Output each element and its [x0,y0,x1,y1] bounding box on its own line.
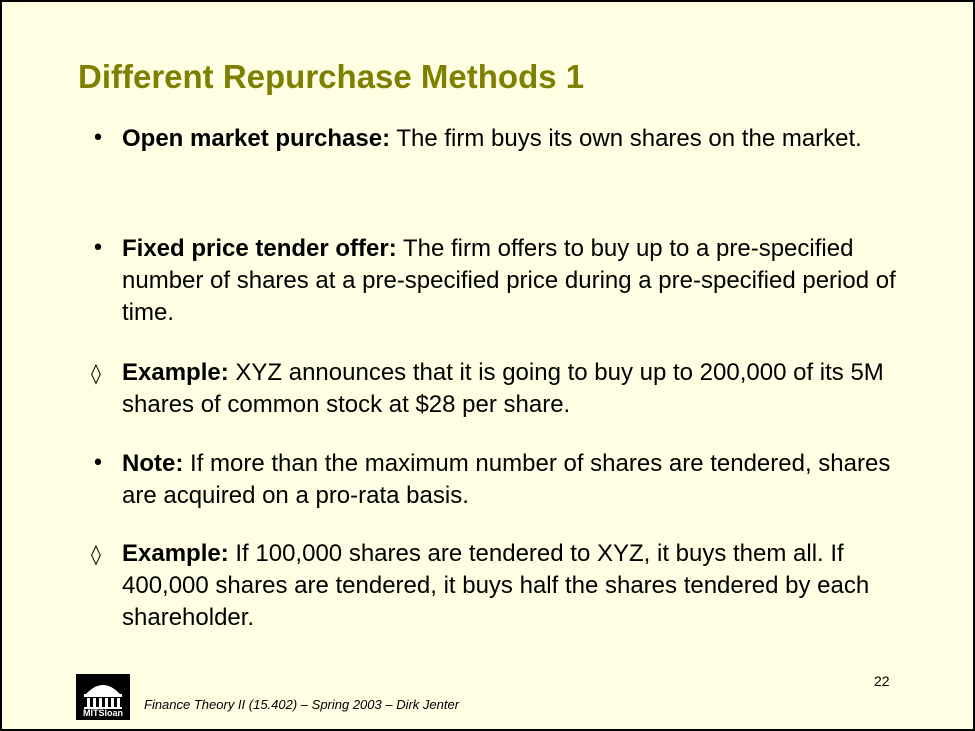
bullet-term: Fixed price tender offer: [122,235,397,262]
bullet-text: The firm offers to buy up to a pre-speci… [122,235,896,326]
mit-sloan-logo: MITSloan [76,674,130,720]
bullet-text: The firm buys its own shares on the mark… [390,125,862,152]
footer-text: Finance Theory II (15.402) – Spring 2003… [144,697,460,712]
dome-building-icon [84,685,122,709]
bullet-item-example-2: ◊ Example: If 100,000 shares are tendere… [91,538,912,634]
bullet-item-fixed-price: • Fixed price tender offer: The firm off… [92,233,912,329]
bullet-dot-icon: • [91,451,105,476]
bullet-dot-icon: • [91,236,105,261]
bullet-text: If 100,000 shares are tendered to XYZ, i… [122,540,870,631]
bullet-term: Open market purchase: [122,125,391,152]
bullet-text: XYZ announces that it is going to buy up… [122,359,884,418]
bullet-text: If more than the maximum number of share… [122,450,891,509]
bullet-dot-icon: • [91,126,105,151]
diamond-bullet-icon: ◊ [91,361,101,385]
bullet-term: Note: [122,450,184,477]
bullet-term: Example: [122,359,229,386]
logo-text: MITSloan [83,708,123,718]
page-number: 22 [874,673,890,689]
bullet-item-note: • Note: If more than the maximum number … [92,448,912,512]
slide-title: Different Repurchase Methods 1 [78,58,585,95]
diamond-bullet-icon: ◊ [91,542,101,566]
bullet-term: Example: [122,540,229,567]
bullet-item-open-market: • Open market purchase: The firm buys it… [92,123,912,155]
bullet-item-example-1: ◊ Example: XYZ announces that it is goin… [91,357,912,421]
